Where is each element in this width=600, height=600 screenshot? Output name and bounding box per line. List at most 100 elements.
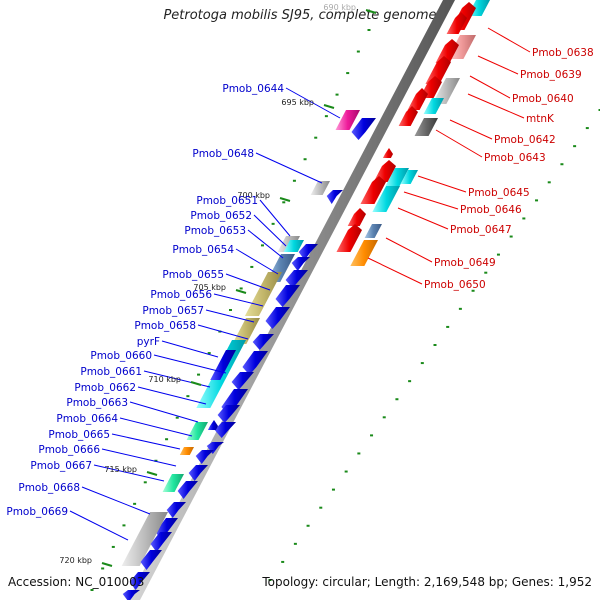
forward-gene-block[interactable] [217, 405, 240, 423]
gene-label-pmob-0655[interactable]: Pmob_0655 [162, 269, 224, 281]
kbp-tick-label: 695 kbp [281, 98, 314, 107]
forward-gene-block[interactable] [298, 244, 318, 260]
gene-label-pmob-0639[interactable]: Pmob_0639 [520, 69, 582, 81]
kbp-ticks: 690 kbp 695 kbp 700 kbp 705 kbp 710 kbp 715 k… [59, 3, 377, 567]
forward-gene-block[interactable] [186, 422, 208, 440]
forward-gene-block[interactable] [351, 118, 377, 140]
gene-label-pmob-0665[interactable]: Pmob_0665 [48, 429, 110, 441]
forward-gene-block[interactable] [291, 257, 310, 271]
reverse-gene-block[interactable] [336, 224, 362, 252]
kbp-tick-mark [279, 197, 291, 202]
gene-label-pmob-0662[interactable]: Pmob_0662 [74, 382, 136, 394]
gene-label-pmob-0640[interactable]: Pmob_0640 [512, 93, 574, 105]
forward-gene-block[interactable] [188, 465, 208, 481]
gene-label-pmob-0660[interactable]: Pmob_0660 [90, 350, 152, 362]
forward-leader-line [213, 293, 264, 307]
gene-label-pmob-0645[interactable]: Pmob_0645 [468, 187, 530, 199]
gene-label-pmob-0666[interactable]: Pmob_0666 [38, 444, 100, 456]
reverse-gene-block[interactable] [385, 168, 409, 186]
gene-label-pmob-0644[interactable]: Pmob_0644 [222, 83, 284, 95]
topology-label: Topology: circular; Length: 2,169,548 bp… [262, 575, 592, 589]
forward-leader-line [137, 386, 207, 405]
forward-gene-block[interactable] [166, 502, 186, 518]
gc-dot [433, 344, 437, 346]
gene-label-pmob-0650[interactable]: Pmob_0650 [424, 279, 486, 291]
forward-leader-line [69, 510, 129, 541]
gene-label-pmob-0667[interactable]: Pmob_0667 [30, 460, 92, 472]
gc-dot [573, 145, 577, 148]
forward-gene-block[interactable] [214, 422, 236, 438]
reverse-gene-block[interactable] [350, 240, 378, 266]
reverse-gene-block[interactable] [423, 98, 444, 114]
gc-dot [471, 289, 475, 292]
reverse-leader-line [449, 119, 493, 140]
gene-label-pmob-0661[interactable]: Pmob_0661 [80, 366, 142, 378]
forward-gene-block[interactable] [177, 481, 198, 499]
gene-label-pmob-0652[interactable]: Pmob_0652 [190, 210, 252, 222]
forward-gene-block[interactable] [195, 450, 214, 464]
gc-dot [382, 416, 386, 419]
forward-gene-block[interactable] [265, 307, 291, 329]
forward-gene-block[interactable] [285, 270, 308, 288]
forward-gene-block[interactable] [179, 447, 194, 455]
forward-gene-block[interactable] [231, 372, 254, 390]
genome-title: Petrotoga mobilis SJ95, complete genome [163, 8, 437, 23]
gene-label-pmob-0646[interactable]: Pmob_0646 [460, 204, 522, 216]
reverse-gene-block[interactable] [400, 170, 418, 184]
forward-gene-block[interactable] [122, 590, 140, 600]
reverse-gene-block[interactable] [398, 106, 418, 126]
gc-dot [484, 271, 488, 274]
reverse-gene-block[interactable] [414, 118, 438, 136]
reverse-leader-line [397, 207, 449, 230]
forward-gene-block[interactable] [207, 420, 218, 430]
forward-gene-block[interactable] [275, 285, 301, 307]
forward-gene-block[interactable] [232, 318, 260, 344]
reverse-gene-block[interactable] [382, 148, 393, 158]
gene-label-pyrf[interactable]: pyrF [137, 336, 160, 348]
gene-label-pmob-0643[interactable]: Pmob_0643 [484, 152, 546, 164]
forward-gene-block[interactable] [283, 240, 304, 252]
reverse-gene-block[interactable] [446, 12, 467, 34]
forward-gene-block[interactable] [242, 351, 268, 375]
reverse-gene-block[interactable] [435, 39, 459, 63]
gene-label-mtnk[interactable]: mtnK [526, 113, 555, 125]
reverse-gene-block[interactable] [432, 78, 460, 104]
forward-gene-block[interactable] [129, 572, 150, 590]
forward-gene-block[interactable] [335, 110, 361, 130]
gene-label-pmob-0658[interactable]: Pmob_0658 [134, 320, 196, 332]
forward-gene-block[interactable] [310, 181, 330, 195]
gene-label-pmob-0668[interactable]: Pmob_0668 [18, 482, 80, 494]
gene-label-pmob-0654[interactable]: Pmob_0654 [172, 244, 234, 256]
forward-gene-block[interactable] [252, 334, 274, 350]
gene-label-pmob-0656[interactable]: Pmob_0656 [150, 289, 212, 301]
forward-leader-line [259, 199, 291, 237]
forward-gene-block[interactable] [150, 532, 172, 552]
forward-gene-block[interactable] [244, 272, 282, 316]
gene-label-pmob-0649[interactable]: Pmob_0649 [434, 257, 496, 269]
forward-gene-block[interactable] [326, 190, 343, 204]
reverse-gene-block[interactable] [372, 186, 400, 212]
reverse-leader-line [417, 175, 467, 193]
gc-dot [357, 452, 361, 455]
forward-gene-block[interactable] [121, 512, 168, 566]
forward-gene-block[interactable] [210, 350, 236, 380]
gene-label-pmob-0653[interactable]: Pmob_0653 [184, 225, 246, 237]
reverse-gene-block[interactable] [425, 56, 451, 84]
gene-label-pmob-0647[interactable]: Pmob_0647 [450, 224, 512, 236]
reverse-gene-block[interactable] [364, 224, 382, 238]
gene-label-pmob-0642[interactable]: Pmob_0642 [494, 134, 556, 146]
reverse-leader-line [367, 257, 423, 285]
gene-label-pmob-0663[interactable]: Pmob_0663 [66, 397, 128, 409]
gene-label-pmob-0651[interactable]: Pmob_0651 [196, 195, 258, 207]
gene-label-pmob-0657[interactable]: Pmob_0657 [142, 305, 204, 317]
reverse-leader-line [477, 55, 519, 75]
gene-label-pmob-0664[interactable]: Pmob_0664 [56, 413, 118, 425]
forward-gene-block[interactable] [162, 474, 184, 492]
gene-label-pmob-0638[interactable]: Pmob_0638 [532, 47, 594, 59]
gene-label-pmob-0648[interactable]: Pmob_0648 [192, 148, 254, 160]
reverse-gene-block[interactable] [347, 208, 366, 226]
forward-gene-block[interactable] [140, 550, 162, 570]
reverse-gene-block[interactable] [407, 88, 428, 110]
gene-label-pmob-0669[interactable]: Pmob_0669 [6, 506, 68, 518]
reverse-gene-block[interactable] [360, 176, 386, 204]
